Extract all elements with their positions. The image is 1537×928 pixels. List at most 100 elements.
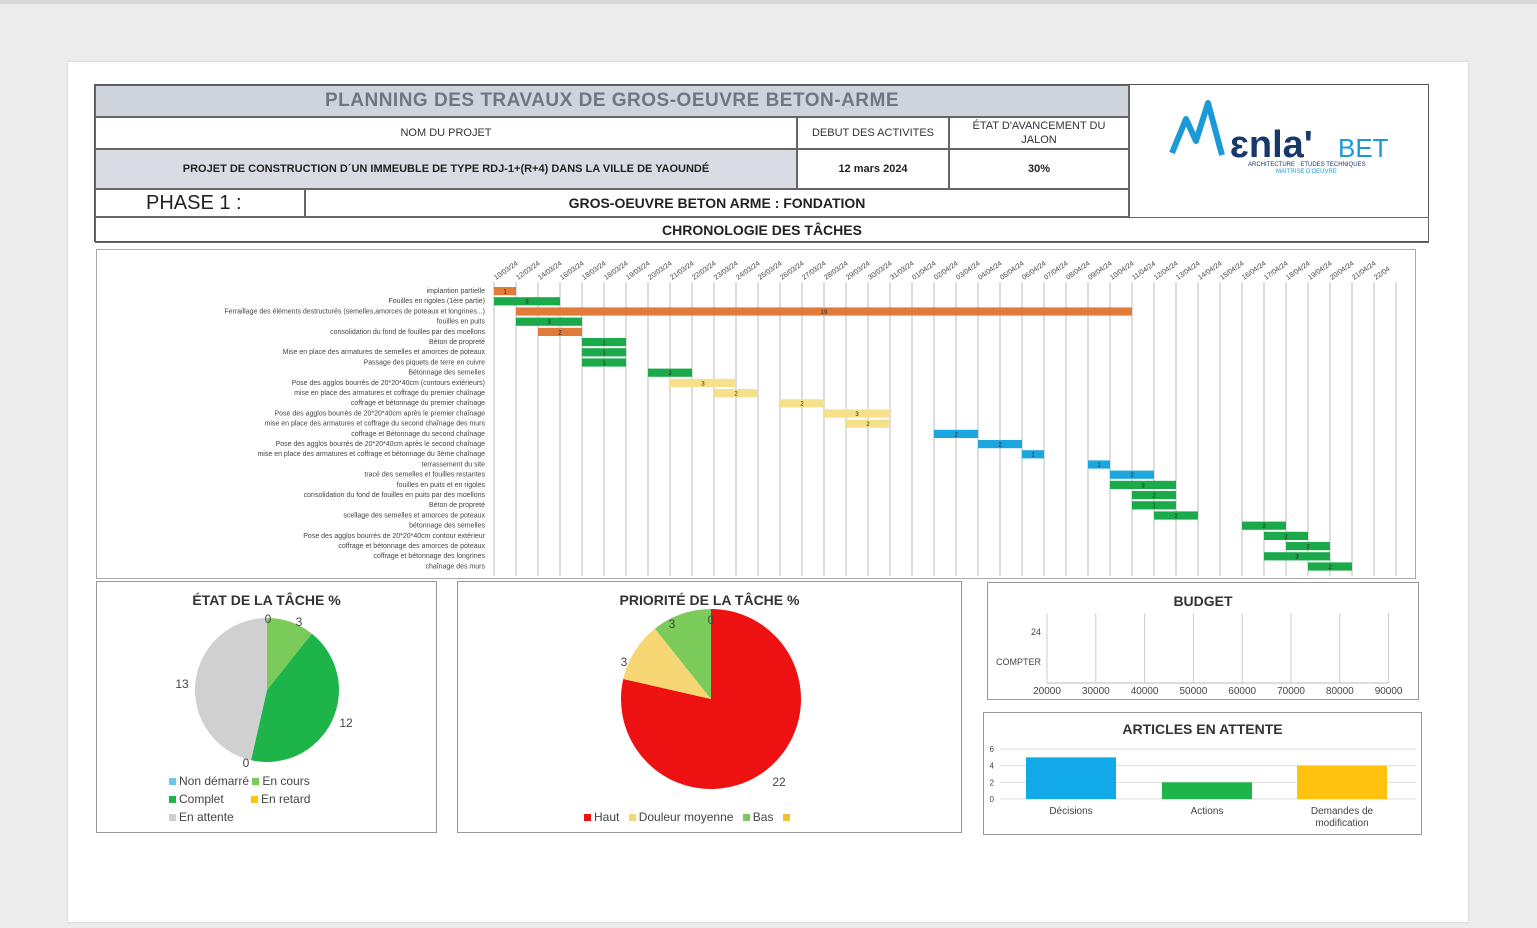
gantt-task-bar: [494, 287, 516, 296]
gantt-task-label: coffrage et Bétonnage du second chaînage: [351, 431, 485, 438]
gantt-date-label: 15/04/24: [1219, 260, 1245, 281]
company-logo: ɛnla' BET ARCHITECTURE · ETUDES TECHNIQU…: [1129, 85, 1429, 217]
pie-slice: [250, 633, 339, 762]
task-priority-legend: Haut Douleur moyenne Bas: [584, 808, 884, 826]
gantt-date-label: 10/04/24: [1109, 260, 1135, 281]
gantt-date-label: 07/04/24: [1043, 260, 1069, 281]
gantt-date-label: 09/04/24: [1087, 260, 1113, 281]
gantt-task-label: tracé des semelles et fouilles restantes: [364, 472, 485, 479]
pending-y-tick: 6: [990, 745, 995, 754]
legend-item-complete: Complet: [169, 792, 224, 806]
gantt-task-label: consolidation du fond de fouilles en pui…: [304, 492, 486, 499]
logo-suffix-text: BET: [1338, 133, 1389, 163]
gantt-task-duration: 2: [1174, 514, 1178, 520]
gantt-date-label: 25/03/24: [757, 260, 783, 281]
gantt-task-label: Mise en place des armatures de semelles …: [283, 349, 486, 356]
gantt-task-duration: 2: [1262, 524, 1266, 530]
gantt-date-label: 20/04/24: [1329, 260, 1355, 281]
gantt-task-bar: [516, 317, 582, 326]
gantt-task-duration: 1: [1152, 504, 1156, 510]
gantt-task-bar: [1264, 552, 1330, 561]
gantt-date-label: 11/04/24: [1131, 261, 1157, 282]
legend-swatch: [782, 814, 790, 821]
gantt-date-label: 24/03/24: [735, 260, 761, 281]
budget-chart: 20000 30000 40000 50000 60000 70000 80000 90000…: [996, 613, 1403, 697]
gantt-task-bar: [1308, 562, 1352, 571]
pending-items-panel: ARTICLES EN ATTENTE 6 4 2 0 Décisions Actions…: [983, 712, 1422, 835]
gantt-task-duration: 3: [855, 412, 859, 418]
legend-swatch: [169, 778, 176, 785]
gantt-date-label: 27/03/24: [801, 260, 827, 281]
pie-slice: [267, 618, 312, 690]
gantt-task-bar: [494, 297, 560, 306]
pending-bar: [1162, 782, 1252, 799]
gantt-task-label: mise en place des armatures et coffrage …: [257, 451, 485, 458]
gantt-task-bar: [824, 409, 890, 418]
pending-bar: [1297, 765, 1387, 799]
gantt-task-label: bétonnage des semelles: [409, 523, 485, 530]
budget-x-tick: 40000: [1131, 686, 1159, 697]
task-priority-pie: 22 3 3 0: [621, 609, 801, 789]
start-date-label: DEBUT DES ACTIVITES: [797, 117, 949, 149]
gantt-date-label: 12/03/24: [515, 260, 541, 281]
gantt-chart: 10/03/24 12/03/24 14/03/24 16/03/24 18/03/24…: [96, 249, 1416, 579]
gantt-date-label: 06/04/24: [1021, 260, 1047, 281]
logo-mountain-icon: [1169, 100, 1225, 156]
gantt-task-bar: [1132, 491, 1176, 500]
gantt-task-bar: [1154, 511, 1198, 520]
legend-item-low: Bas: [742, 810, 773, 824]
legend-item-late: En retard: [251, 792, 310, 806]
gantt-task-label: fouilles en puits et en rigoles: [397, 482, 486, 489]
budget-x-tick: 60000: [1228, 686, 1256, 697]
task-priority-title: PRIORITÉ DE LA TÂCHE %: [619, 592, 800, 608]
project-name-value: PROJET DE CONSTRUCTION D´UN IMMEUBLE DE …: [95, 149, 797, 189]
budget-x-tick: 70000: [1277, 686, 1305, 697]
task-priority-panel: PRIORITÉ DE LA TÂCHE % 22 3 3 0 Haut Douleu…: [457, 581, 962, 833]
chronology-title: CHRONOLOGIE DES TÂCHES: [95, 217, 1429, 243]
gantt-task-label: Pose des agglos bourrés de 20*20*40cm co…: [303, 533, 485, 540]
gantt-date-label: 19/04/24: [1307, 260, 1333, 281]
gantt-task-duration: 2: [1328, 565, 1332, 571]
logo-tagline-2: MAITRISE D'OEUVRE: [1276, 169, 1337, 175]
pie-data-label: 12: [339, 716, 353, 730]
pie-data-label: 3: [669, 617, 676, 631]
budget-x-tick: 90000: [1375, 686, 1403, 697]
gantt-task-bar: [582, 338, 626, 347]
budget-panel: BUDGET 20000 30000 40000 50000 60000 70000 800…: [987, 582, 1419, 700]
pie-data-label: 3: [621, 655, 628, 669]
gantt-task-duration: 1: [602, 341, 606, 347]
pending-bar: [1026, 757, 1116, 799]
gantt-task-label: terrassement du site: [422, 461, 486, 468]
gantt-date-label: 12/04/24: [1153, 260, 1179, 281]
budget-title: BUDGET: [1173, 593, 1233, 609]
gantt-date-label: 13/04/24: [1175, 260, 1201, 281]
gantt-task-label: scellage des semelles et amorces de pote…: [343, 512, 485, 519]
gantt-date-label: 28/03/24: [823, 260, 849, 281]
gantt-task-bar: [538, 327, 582, 336]
gantt-date-label: 26/03/24: [779, 260, 805, 281]
gantt-task-bar: [1022, 450, 1044, 459]
gantt-task-bar: [1242, 521, 1286, 530]
gantt-date-label: 04/04/24: [977, 260, 1003, 281]
gantt-task-label: mise en place des armatures et coffrage …: [294, 390, 485, 397]
pending-items-chart: 6 4 2 0 Décisions Actions Demandes demodificat…: [990, 745, 1416, 829]
legend-swatch: [584, 814, 591, 821]
gantt-date-label: 29/03/24: [845, 260, 871, 281]
gantt-task-bar: [1110, 480, 1176, 489]
budget-x-tick: 80000: [1326, 686, 1354, 697]
legend-swatch: [169, 796, 176, 803]
gantt-date-label: 14/03/24: [537, 260, 563, 281]
gantt-date-label: 22/03/24: [691, 260, 717, 281]
legend-item-high: Haut: [584, 810, 619, 824]
header-table: PLANNING DES TRAVAUX DE GROS-OEUVRE BETO…: [94, 84, 1429, 243]
budget-x-tick: 20000: [1033, 686, 1061, 697]
gantt-task-duration: 2: [954, 432, 958, 438]
gantt-task-duration: 2: [1284, 534, 1288, 540]
gantt-task-label: coffrage et bétonnage des amorces de pot…: [338, 543, 485, 550]
gantt-task-label: Béton de propreté: [429, 502, 485, 509]
gantt-task-duration: 1: [1031, 453, 1035, 459]
gantt-task-bar: [1088, 460, 1110, 469]
pie-data-label: 22: [772, 775, 786, 789]
gantt-task-label: consolidation du fond de fouilles par de…: [330, 329, 485, 336]
gantt-task-duration: 1: [1097, 463, 1101, 469]
